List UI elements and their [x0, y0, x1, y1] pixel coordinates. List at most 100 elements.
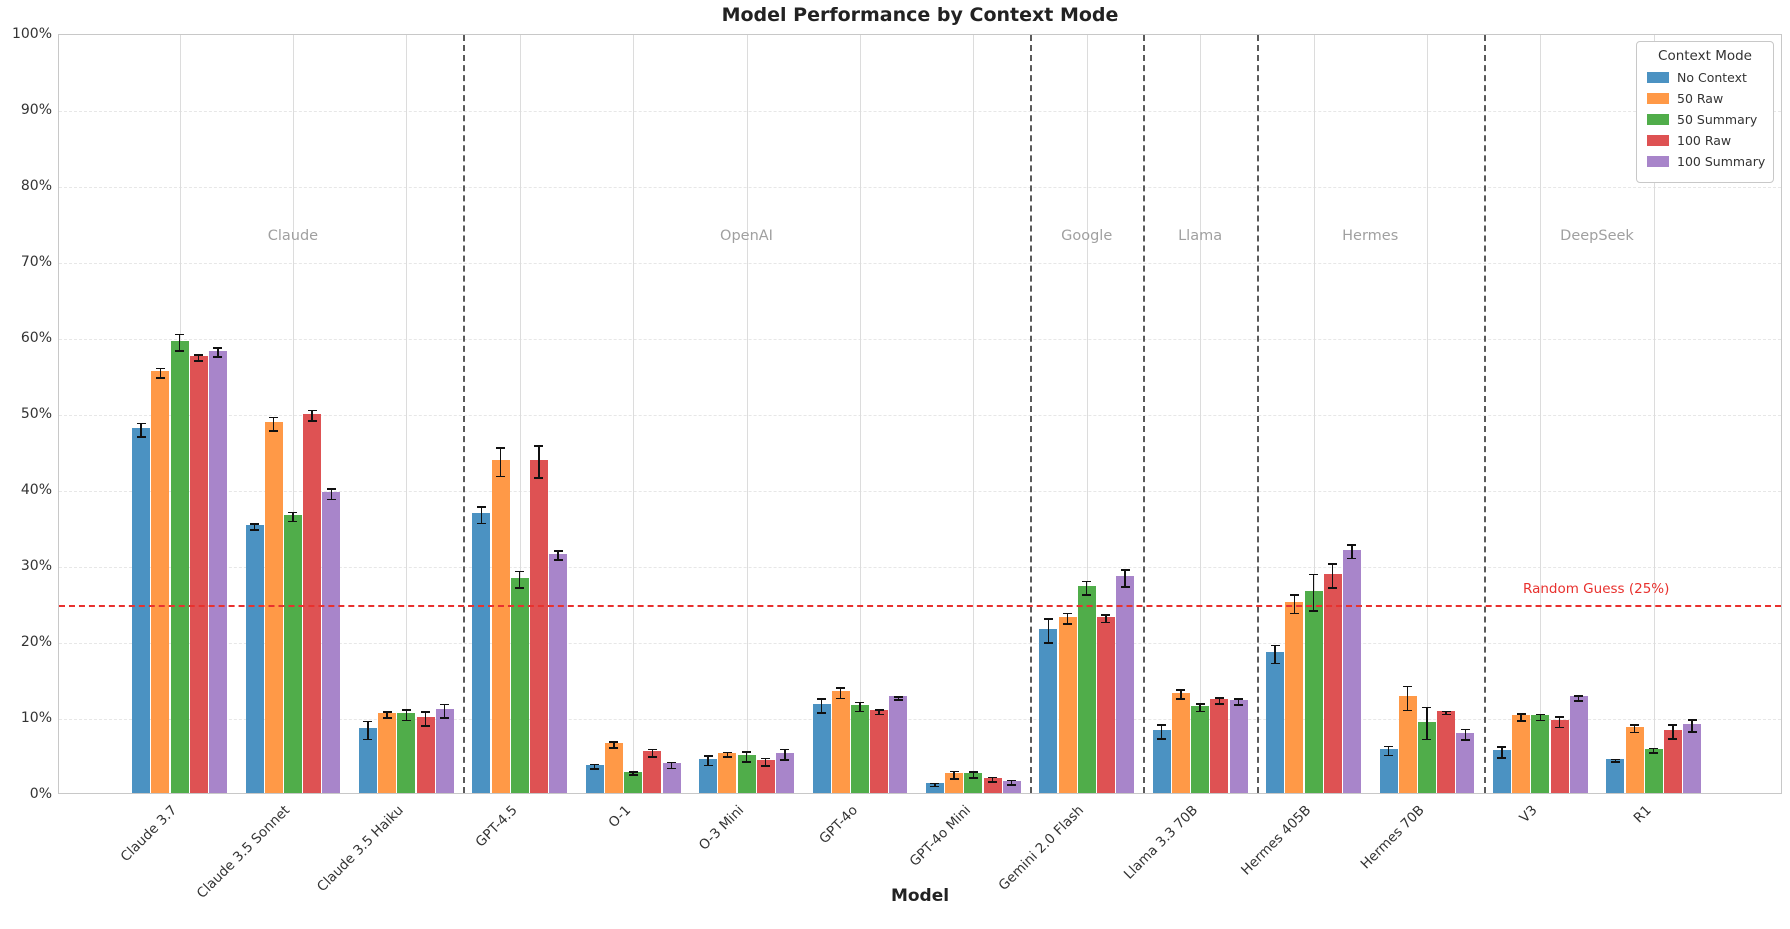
- vendor-separator-line: [463, 35, 465, 793]
- error-bar: [1176, 689, 1186, 700]
- vertical-gridline: [1653, 35, 1655, 793]
- bar-gemini-2-0-flash-100-raw: [1096, 616, 1115, 793]
- vendor-group-label: Google: [1061, 228, 1113, 245]
- bar-o-3-mini-50-summary: [737, 755, 756, 793]
- y-tick-label: 0%: [29, 786, 52, 802]
- error-bar: [930, 782, 940, 788]
- random-guess-line: [59, 605, 1781, 607]
- bar-claude-3-5-haiku-100-summary: [435, 709, 454, 793]
- error-bar: [1403, 685, 1413, 712]
- y-tick-label: 70%: [20, 254, 52, 270]
- vendor-separator-line: [1030, 35, 1032, 793]
- error-bar: [968, 771, 978, 780]
- error-bar: [515, 570, 525, 590]
- legend-entry-label: 100 Raw: [1677, 133, 1732, 148]
- bar-hermes-405b-50-raw: [1285, 602, 1304, 793]
- bar-llama-3-3-70b-100-raw: [1210, 698, 1229, 793]
- vendor-separator-line: [1143, 35, 1146, 793]
- bar-gpt-4-5-100-raw: [529, 460, 548, 793]
- bar-claude-3-5-haiku-no-context: [358, 728, 377, 793]
- bar-v3-100-raw: [1550, 720, 1569, 793]
- legend-entry: 100 Raw: [1647, 133, 1765, 148]
- error-bar: [1422, 706, 1432, 741]
- bar-claude-3-7-50-summary: [170, 340, 189, 793]
- error-bar: [667, 761, 677, 770]
- error-bar: [155, 367, 165, 379]
- bar-gpt-4-5-50-summary: [510, 577, 529, 793]
- bar-r1-100-raw: [1663, 729, 1682, 793]
- bar-gpt-4o-50-raw: [831, 691, 850, 793]
- error-bar: [703, 755, 713, 767]
- error-bar: [250, 522, 260, 531]
- bar-gpt-4o-mini-100-summary: [1002, 780, 1021, 793]
- error-bar: [893, 696, 903, 701]
- legend-entry: 50 Raw: [1647, 91, 1765, 106]
- error-bar: [1460, 728, 1470, 742]
- bar-hermes-70b-100-raw: [1437, 710, 1456, 793]
- bar-gpt-4-5-100-summary: [549, 553, 568, 793]
- error-bar: [175, 333, 185, 352]
- error-bar: [590, 763, 600, 770]
- error-bar: [534, 445, 544, 479]
- error-bar: [288, 511, 298, 523]
- horizontal-gridline: [59, 111, 1781, 112]
- vertical-gridline: [292, 35, 294, 793]
- bar-claude-3-5-sonnet-50-summary: [283, 514, 302, 793]
- legend-title: Context Mode: [1658, 48, 1752, 64]
- bar-hermes-70b-50-raw: [1398, 696, 1417, 793]
- vendor-separator-line: [1483, 35, 1486, 793]
- bar-llama-3-3-70b-100-summary: [1229, 700, 1248, 793]
- bar-gemini-2-0-flash-50-raw: [1058, 616, 1077, 793]
- bar-gpt-4o-100-summary: [889, 696, 908, 793]
- bar-o-1-50-raw: [604, 742, 623, 793]
- error-bar: [1289, 594, 1299, 615]
- bar-claude-3-5-haiku-50-raw: [378, 713, 397, 793]
- vertical-gridline: [859, 35, 861, 793]
- bar-claude-3-5-haiku-100-raw: [416, 717, 435, 793]
- bar-o-3-mini-50-raw: [718, 752, 737, 793]
- error-bar: [496, 446, 506, 478]
- error-bar: [1328, 563, 1338, 590]
- error-bar: [476, 506, 486, 525]
- bar-claude-3-7-no-context: [132, 428, 151, 793]
- error-bar: [1082, 580, 1092, 596]
- bar-gemini-2-0-flash-no-context: [1039, 628, 1058, 793]
- error-bar: [1007, 779, 1017, 786]
- y-tick-label: 20%: [20, 634, 52, 650]
- vendor-group-label: DeepSeek: [1560, 228, 1634, 245]
- error-bar: [1195, 703, 1205, 713]
- bar-hermes-405b-no-context: [1266, 652, 1285, 793]
- bar-gpt-4o-mini-no-context: [925, 783, 944, 793]
- y-tick-label: 50%: [20, 406, 52, 422]
- error-bar: [269, 416, 279, 432]
- error-bar: [1157, 724, 1167, 740]
- error-bar: [1043, 617, 1053, 644]
- bar-gpt-4o-100-raw: [870, 710, 889, 793]
- vertical-gridline: [1426, 35, 1428, 793]
- bar-hermes-405b-100-summary: [1342, 549, 1361, 793]
- bar-gpt-4-5-50-raw: [491, 460, 510, 793]
- error-bar: [382, 711, 392, 719]
- error-bar: [1687, 719, 1697, 733]
- bar-claude-3-5-haiku-50-summary: [397, 713, 416, 793]
- vertical-gridline: [406, 35, 408, 793]
- error-bar: [553, 550, 563, 561]
- y-tick-label: 90%: [20, 102, 52, 118]
- horizontal-gridline: [59, 643, 1781, 644]
- legend-swatch-icon: [1647, 114, 1669, 125]
- legend-entry: 100 Summary: [1647, 154, 1765, 169]
- legend-swatch-icon: [1647, 93, 1669, 104]
- bar-v3-100-summary: [1569, 696, 1588, 793]
- bar-gpt-4o-50-summary: [850, 704, 869, 793]
- bar-hermes-405b-50-summary: [1304, 590, 1323, 793]
- error-bar: [363, 720, 373, 741]
- horizontal-gridline: [59, 491, 1781, 492]
- error-bar: [722, 751, 732, 758]
- plot-area: Claude OpenAI Google Llama Hermes DeepSeek Ran…: [58, 34, 1782, 794]
- bar-claude-3-7-100-summary: [208, 350, 227, 793]
- bar-claude-3-5-sonnet-100-summary: [322, 492, 341, 793]
- legend-entry-label: 50 Summary: [1677, 112, 1758, 127]
- horizontal-gridline: [59, 187, 1781, 188]
- bar-claude-3-7-50-raw: [151, 371, 170, 793]
